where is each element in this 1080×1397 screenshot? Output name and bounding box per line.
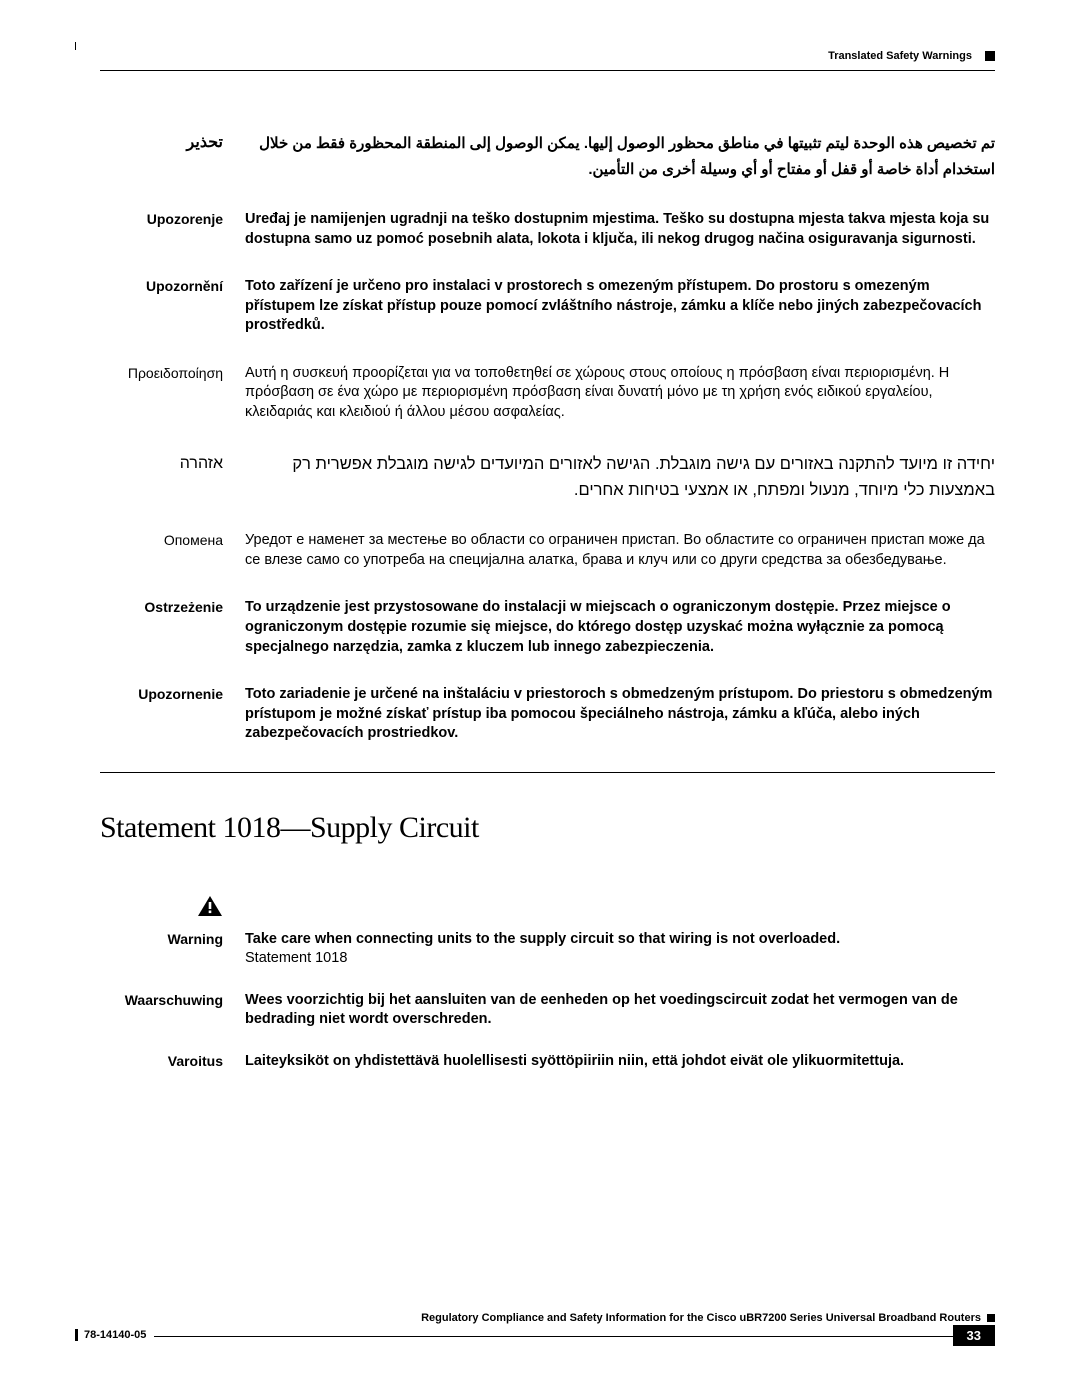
warning-label: Ostrzeżenie [100, 598, 245, 657]
warning-row: Προειδοποίηση Αυτή η συσκευή προορίζεται… [100, 364, 995, 423]
warning-text: Toto zařízení je určeno pro instalaci v … [245, 277, 995, 336]
warning-row: Warning Take care when connecting units … [100, 930, 995, 969]
warning-row: تحذير تم تخصيص هذه الوحدة ليتم تثبيتها ف… [100, 131, 995, 182]
warning-label: Upozornenie [100, 685, 245, 744]
warning-text: Uređaj je namijenjen ugradnji na teško d… [245, 210, 995, 249]
warning-text: To urządzenie jest przystosowane do inst… [245, 598, 995, 657]
warning-label: Опомена [100, 531, 245, 570]
warning-label: Upozorenje [100, 210, 245, 249]
warning-text: Αυτή η συσκευή προορίζεται για να τοποθε… [245, 364, 995, 423]
header-rule [100, 70, 995, 71]
section-title: Statement 1018—Supply Circuit [100, 811, 995, 845]
warning-label: אזהרה [100, 451, 245, 504]
header-marker-icon [985, 51, 995, 61]
statement-number: Statement 1018 [245, 950, 347, 966]
footer-page-number: 33 [953, 1325, 995, 1346]
warning-text: Уредот е наменет за местење во области с… [245, 531, 995, 570]
warning-triangle-icon [197, 895, 223, 922]
warning-text: تم تخصيص هذه الوحدة ليتم تثبيتها في مناط… [245, 131, 995, 182]
warning-label: Varoitus [100, 1052, 245, 1072]
warning-label: Προειδοποίηση [100, 364, 245, 423]
warning-row: Upozornenie Toto zariadenie je určené na… [100, 685, 995, 744]
warning-row: אזהרה יחידה זו מיועד להתקנה באזורים עם ג… [100, 451, 995, 504]
warning-text: יחידה זו מיועד להתקנה באזורים עם גישה מו… [245, 451, 995, 504]
warning-row: Ostrzeżenie To urządzenie jest przystoso… [100, 598, 995, 657]
warning-label: Warning [100, 930, 245, 969]
warning-row: Upozornění Toto zařízení je určeno pro i… [100, 277, 995, 336]
page-header: Translated Safety Warnings [100, 50, 995, 62]
section-divider [100, 772, 995, 773]
page-footer: Regulatory Compliance and Safety Informa… [75, 1312, 995, 1347]
warning-label: تحذير [100, 131, 245, 182]
footer-doc-number: 78-14140-05 [75, 1327, 154, 1343]
warning-label: Upozornění [100, 277, 245, 336]
warning-text: Toto zariadenie je určené na inštaláciu … [245, 685, 995, 744]
warning-text: Laiteyksiköt on yhdistettävä huolellises… [245, 1052, 995, 1072]
warning-icon-row [100, 895, 995, 922]
warning-row: Опомена Уредот е наменет за местење во о… [100, 531, 995, 570]
header-title: Translated Safety Warnings [828, 50, 972, 62]
warning-label: Waarschuwing [100, 991, 245, 1030]
warning-main-text: Take care when connecting units to the s… [245, 931, 840, 947]
warning-text: Take care when connecting units to the s… [245, 930, 995, 969]
footer-doc-title: Regulatory Compliance and Safety Informa… [75, 1312, 995, 1324]
warning-row: Waarschuwing Wees voorzichtig bij het aa… [100, 991, 995, 1030]
warning-row: Upozorenje Uređaj je namijenjen ugradnji… [100, 210, 995, 249]
warning-text: Wees voorzichtig bij het aansluiten van … [245, 991, 995, 1030]
warning-row: Varoitus Laiteyksiköt on yhdistettävä hu… [100, 1052, 995, 1072]
